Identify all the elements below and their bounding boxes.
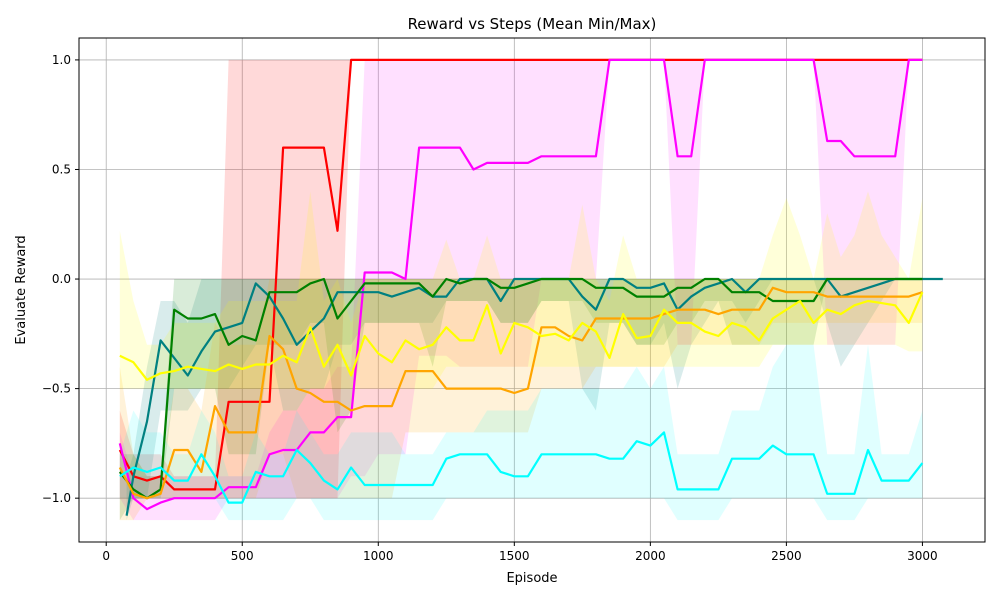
y-axis-label: Evaluate Reward xyxy=(14,235,29,344)
y-tick-label: −1.0 xyxy=(42,491,71,505)
band-teal xyxy=(126,279,943,521)
y-tick-label: 0.5 xyxy=(52,162,71,176)
band-green xyxy=(119,279,923,521)
x-tick-label: 500 xyxy=(231,549,254,563)
x-tick-label: 2000 xyxy=(635,549,666,563)
x-axis-label: Episode xyxy=(506,571,557,586)
line-green xyxy=(118,277,923,500)
y-tick-label: 1.0 xyxy=(52,53,71,67)
axis-ticks: 0 500 1000 1500 2000 2500 3000 −1.0 −0.5 0.0 0.5 1.… xyxy=(42,53,938,563)
band-orange xyxy=(119,279,923,521)
x-tick-label: 2500 xyxy=(771,549,802,563)
line-red xyxy=(118,58,923,491)
line-yellow xyxy=(119,291,924,381)
line-orange xyxy=(118,286,923,500)
chart-title: Reward vs Steps (Mean Min/Max) xyxy=(408,15,657,33)
line-teal xyxy=(125,277,943,516)
x-tick-label: 1500 xyxy=(499,549,530,563)
x-tick-label: 1000 xyxy=(363,549,394,563)
band-magenta xyxy=(119,59,923,521)
line-magenta xyxy=(118,58,923,511)
band-yellow xyxy=(119,191,923,389)
line-cyan xyxy=(119,431,924,504)
y-tick-label: 0.0 xyxy=(52,272,71,286)
x-tick-label: 0 xyxy=(102,549,110,563)
min-max-bands xyxy=(119,59,943,521)
plot-frame xyxy=(78,37,986,543)
y-tick-label: −0.5 xyxy=(42,382,71,396)
band-red xyxy=(119,59,923,499)
x-tick-label: 3000 xyxy=(907,549,938,563)
mean-lines xyxy=(118,58,943,516)
